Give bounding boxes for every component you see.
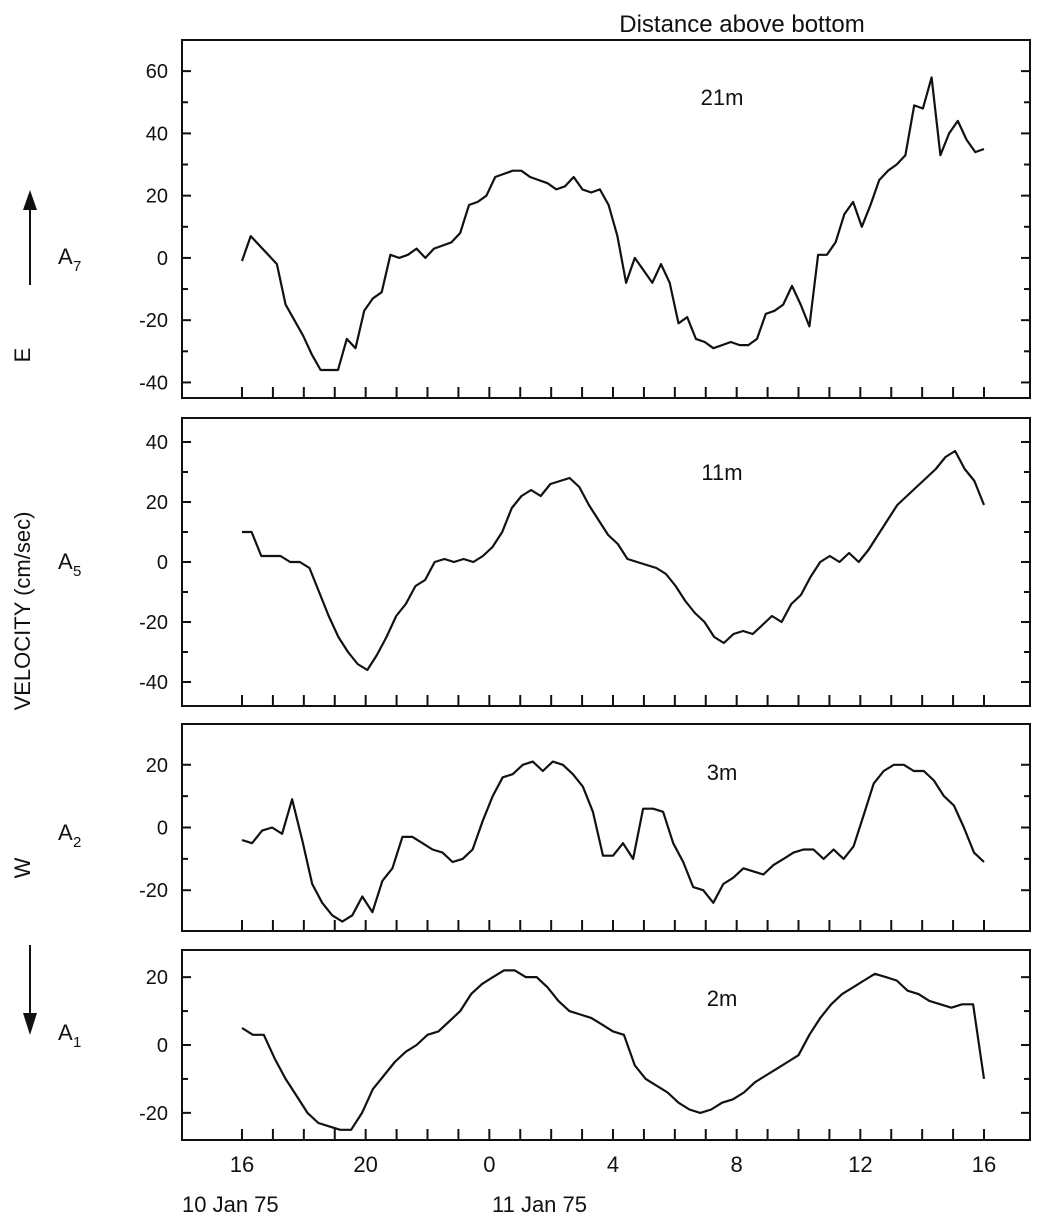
distance-header: Distance above bottom	[619, 11, 864, 38]
series-label-sub-a2: 2	[73, 834, 81, 851]
y-tick-label-a5: -40	[139, 672, 168, 694]
x-tick-label: 12	[848, 1152, 872, 1177]
series-label-sub-a7: 7	[73, 258, 81, 275]
panel-frame-a2	[181, 723, 1031, 932]
series-label-a7: A	[58, 244, 73, 269]
y-tick-label-a5: 20	[146, 492, 168, 514]
series-label-sub-a1: 1	[73, 1034, 81, 1051]
panel-frame-a5	[181, 417, 1031, 707]
depth-label-a2: 3m	[707, 760, 738, 785]
east-arrow-head	[23, 190, 37, 210]
y-tick-label-a2: 0	[157, 818, 168, 840]
y-tick-label-a7: 20	[146, 186, 168, 208]
depth-label-a1: 2m	[707, 986, 738, 1011]
y-tick-label-a7: -40	[139, 372, 168, 394]
y-tick-label-a1: -20	[139, 1103, 168, 1125]
y-tick-label-a7: -20	[139, 310, 168, 332]
x-tick-label: 16	[230, 1152, 254, 1177]
panel-a2: 20 0 -20 A 2 3m	[58, 723, 1031, 932]
series-line-a7	[240, 76, 985, 372]
series-line-a2	[241, 760, 985, 923]
west-label: W	[10, 857, 35, 878]
east-indicator: E	[10, 190, 37, 362]
x-tick-label: 8	[731, 1152, 743, 1177]
y-tick-label-a7: 60	[146, 61, 168, 83]
depth-label-a5: 11m	[701, 460, 742, 485]
panel-frame-a7	[181, 39, 1031, 399]
y-tick-label-a5: 40	[146, 432, 168, 454]
series-label-a1: A	[58, 1020, 73, 1045]
x-tick-label: 4	[607, 1152, 619, 1177]
series-label-a5: A	[58, 549, 73, 574]
west-arrow-head	[23, 1013, 37, 1035]
panel-a5: 40 20 0 -20 -40 A 5 11m	[58, 417, 1031, 707]
x-tick-label: 20	[353, 1152, 377, 1177]
y-tick-label-a2: -20	[139, 880, 168, 902]
x-axis: 16 20 0 4 8 12 16	[230, 1152, 996, 1177]
y-tick-label-a5: -20	[139, 612, 168, 634]
y-tick-label-a7: 40	[146, 123, 168, 145]
y-tick-label-a5: 0	[157, 552, 168, 574]
series-label-a2: A	[58, 820, 73, 845]
y-tick-label-a7: 0	[157, 248, 168, 270]
y-axis-title: VELOCITY (cm/sec)	[10, 512, 35, 711]
panel-a1: 20 0 -20 A 1 2m	[58, 949, 1031, 1141]
y-tick-label-a1: 20	[146, 967, 168, 989]
date-label-10-jan: 10 Jan 75	[182, 1192, 279, 1217]
panel-a7: 60 40 20 0 -20 -40 A 7 21m	[58, 39, 1031, 399]
series-line-a1	[241, 969, 986, 1131]
y-tick-label-a1: 0	[157, 1035, 168, 1057]
date-label-11-jan: 11 Jan 75	[492, 1192, 587, 1217]
west-indicator: W	[10, 857, 37, 1035]
series-line-a5	[242, 449, 986, 672]
x-tick-label: 16	[972, 1152, 996, 1177]
panel-frame-a1	[181, 949, 1031, 1141]
depth-label-a7: 21m	[701, 85, 744, 110]
east-label: E	[10, 348, 35, 363]
x-tick-label: 0	[483, 1152, 495, 1177]
y-tick-label-a2: 20	[146, 755, 168, 777]
series-label-sub-a5: 5	[73, 563, 81, 580]
